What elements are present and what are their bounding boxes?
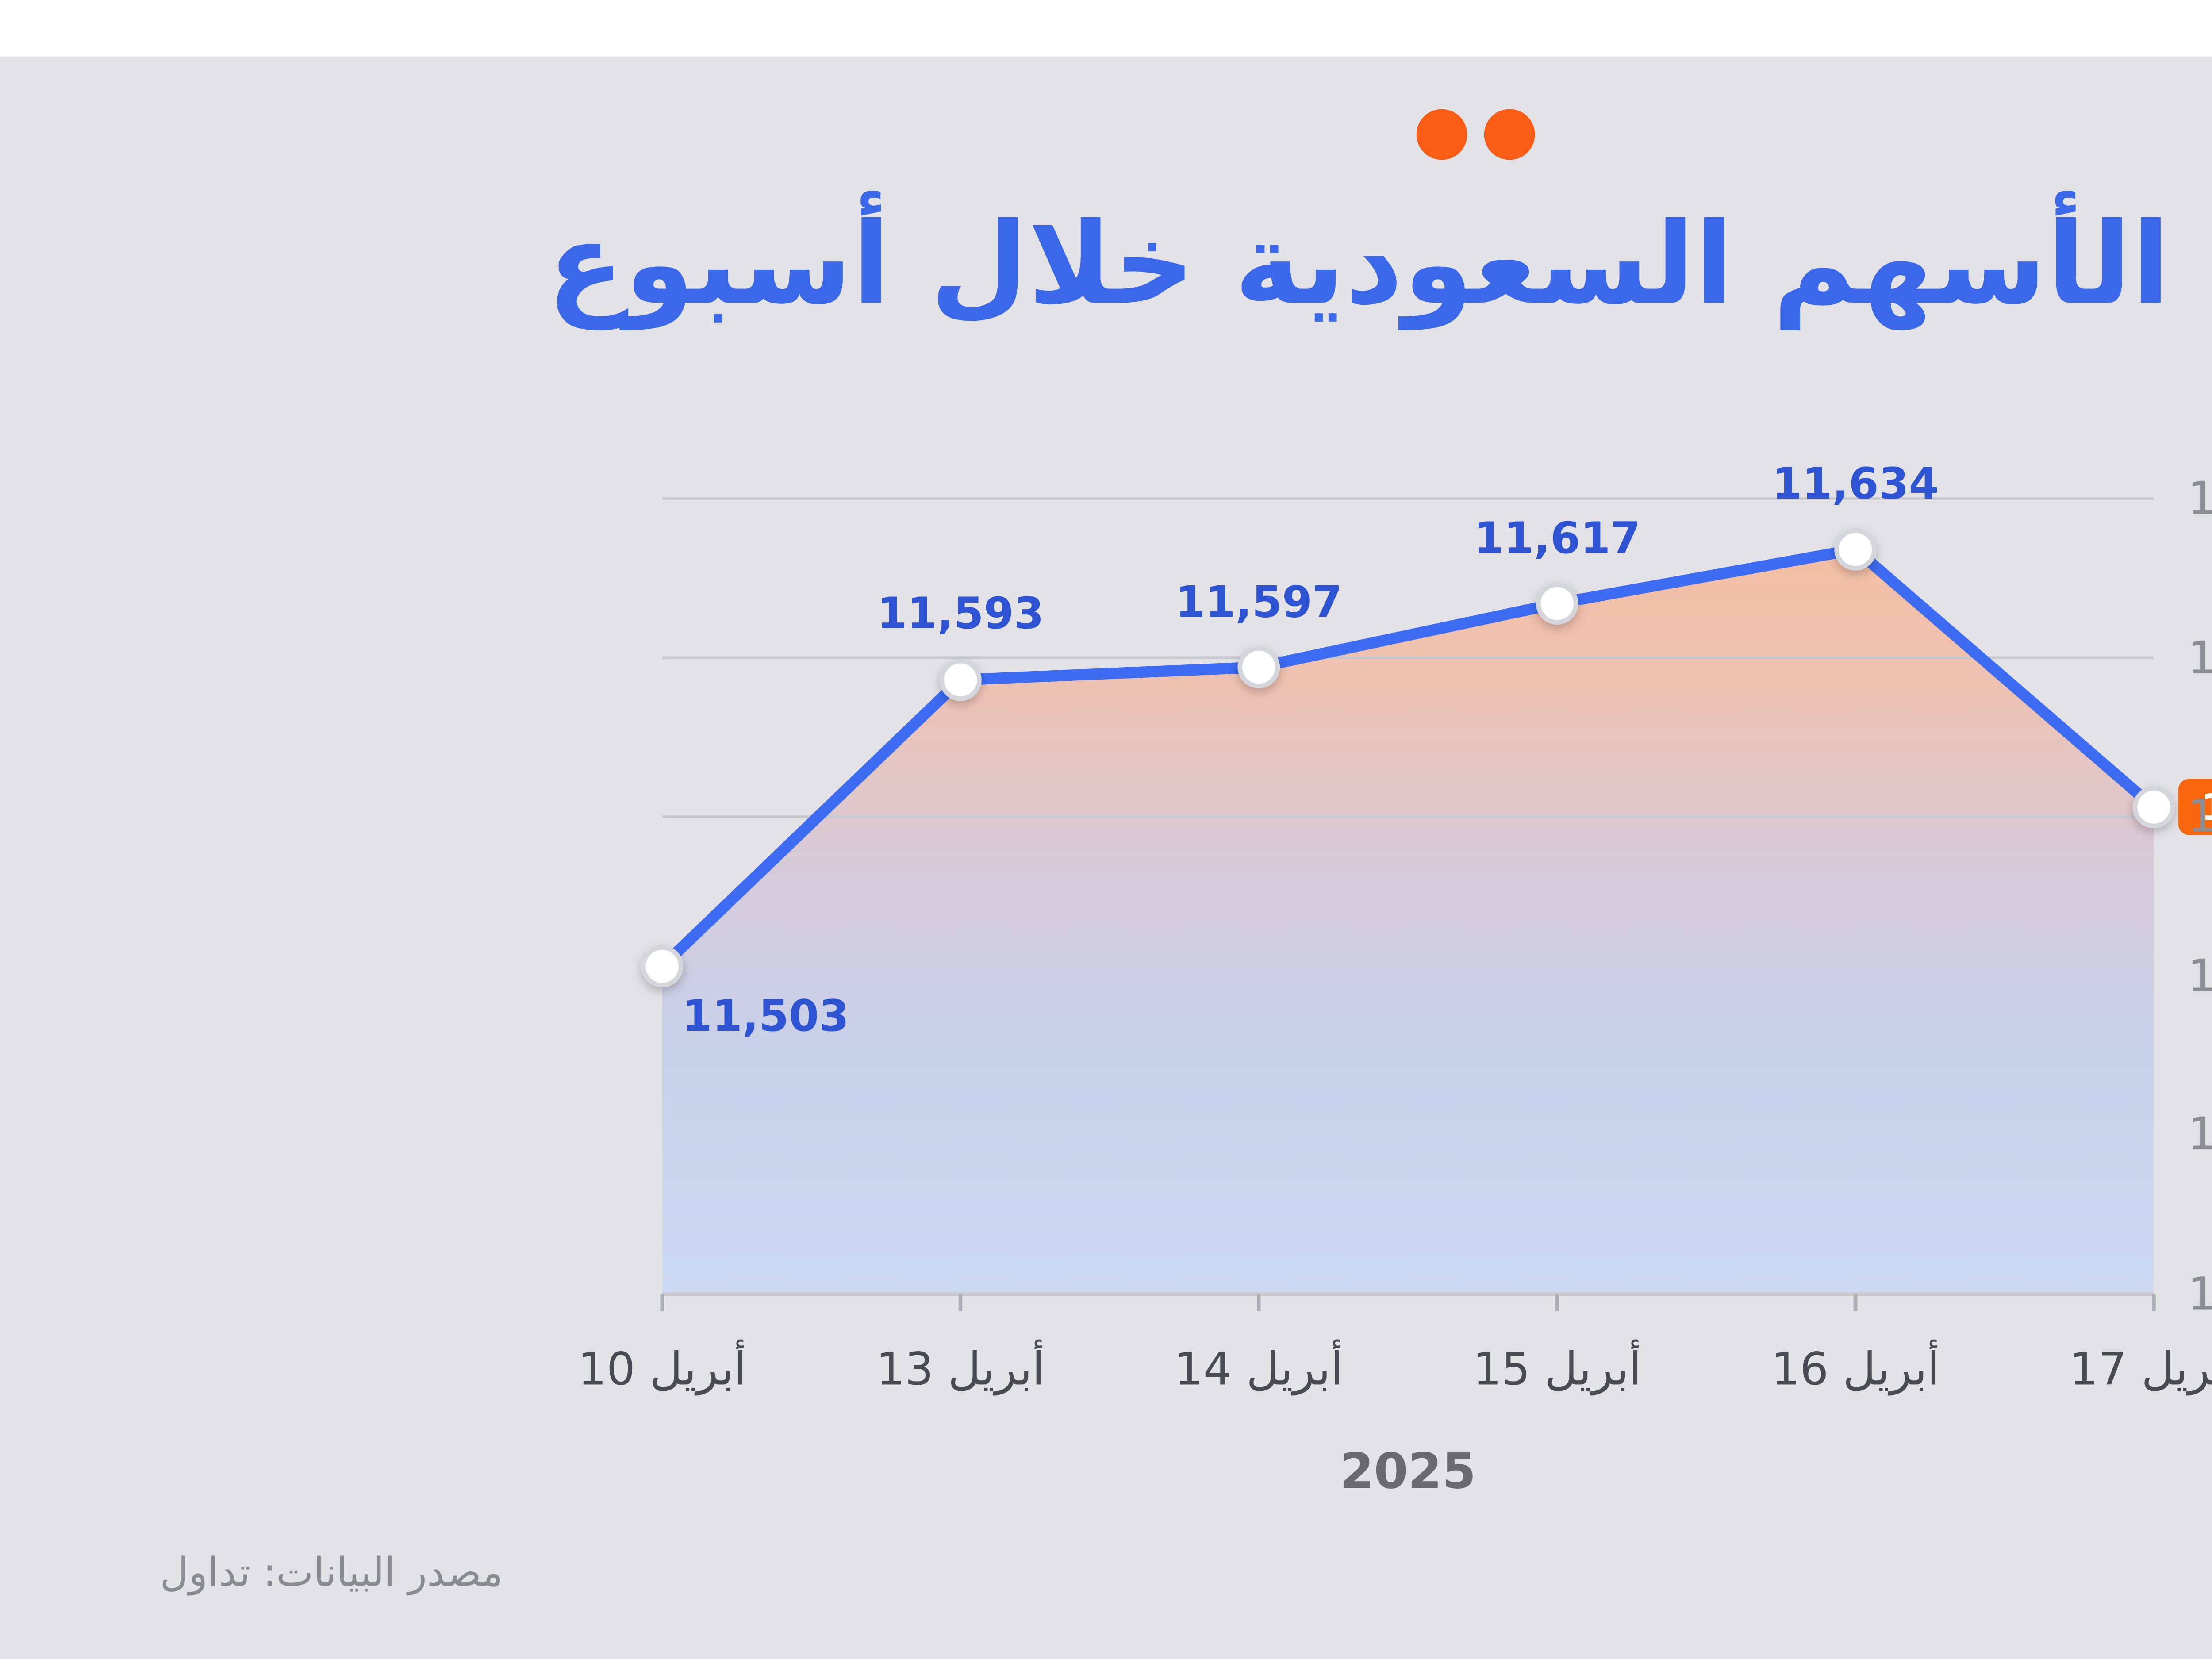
- y-tick-label: 11,550: [2188, 791, 2212, 843]
- brand-dots: [0, 109, 2212, 160]
- y-tick-label: 11,650: [2188, 472, 2212, 525]
- top-bar: [0, 0, 2212, 57]
- y-tick-label: 11,400: [2188, 1268, 2212, 1321]
- data-point-marker: [641, 945, 684, 988]
- x-tick-label: 13 أبريل: [876, 1343, 1045, 1396]
- dot-icon: [1415, 109, 1467, 160]
- dot-icon: [1483, 109, 1534, 160]
- data-point-marker: [2132, 786, 2175, 829]
- y-tick-label: 11,500: [2188, 949, 2212, 1002]
- area-fill: [662, 549, 2154, 1294]
- y-tick-label: 11,450: [2188, 1109, 2212, 1161]
- data-point-marker: [1237, 646, 1280, 688]
- data-point-marker: [939, 658, 982, 701]
- x-tick-label: 14 أبريل: [1174, 1343, 1343, 1396]
- y-tick-label: 11,600: [2188, 631, 2212, 684]
- x-tick-label: 10 أبريل: [578, 1343, 747, 1396]
- series-line: [656, 544, 2160, 972]
- x-tick-label: 15 أبريل: [1473, 1343, 1642, 1396]
- x-axis-year-label: 2025: [1340, 1444, 1476, 1502]
- data-point-marker: [1834, 528, 1877, 571]
- data-point-marker: [1536, 582, 1578, 625]
- chart-header: أداء الأسهم السعودية خلال أسبوع: [0, 109, 2212, 333]
- x-tick-label: 17 أبريل: [2069, 1343, 2212, 1396]
- x-tick-label: 16 أبريل: [1771, 1343, 1940, 1396]
- chart-title: أداء الأسهم السعودية خلال أسبوع: [547, 199, 2212, 331]
- data-source: مصدر البيانات: تداول: [160, 1550, 503, 1595]
